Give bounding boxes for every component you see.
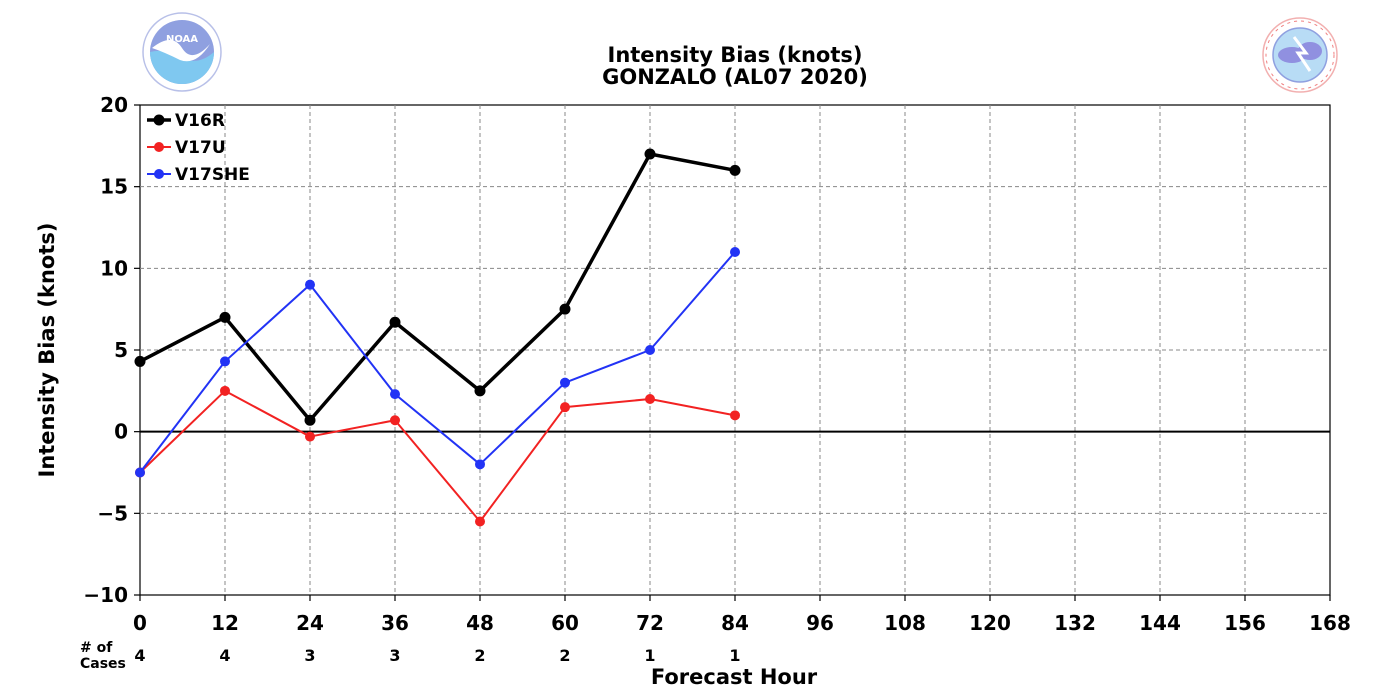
cases-label-line1: # of [80,640,113,656]
data-point [475,459,485,470]
legend-swatch-marker [154,169,164,179]
chart-subtitle: GONZALO (AL07 2020) [602,65,868,89]
x-tick-label: 36 [381,611,409,635]
series-line [139,152,736,422]
x-tick-label: 24 [296,611,324,635]
y-axis-label: Intensity Bias (knots) [35,223,59,478]
data-point [135,467,145,478]
data-point [645,394,655,404]
case-count: 1 [729,646,740,665]
data-point [219,311,231,323]
series-line [139,389,736,523]
y-tick-label: 5 [114,338,128,362]
data-point [730,247,740,257]
x-axis-ticks: 0 12 24 36 48 60 72 84 96 108 120 132 144 156 168 [133,595,1351,635]
data-point [730,410,740,421]
legend-swatch-marker [153,114,165,126]
data-point [559,303,571,315]
series-line [139,251,736,474]
y-tick-label: −5 [97,501,128,525]
data-point [220,356,230,367]
y-tick-label: 20 [100,93,128,117]
data-point [644,148,656,160]
x-tick-label: 0 [133,611,147,635]
x-tick-label: 48 [466,611,494,635]
noaa-logo-icon: NOAA [142,12,222,92]
data-point [389,316,401,328]
legend: V16R V17U V17SHE [147,111,250,185]
data-point [390,389,400,400]
data-point [560,402,570,413]
x-tick-label: 84 [721,611,749,635]
y-tick-label: −10 [83,583,128,607]
y-axis-ticks: −10 −5 0 5 10 15 20 [83,93,140,607]
legend-label: V17U [175,138,226,158]
legend-item-v17u: V17U [147,138,226,158]
x-tick-label: 12 [211,611,239,635]
data-point [390,415,400,426]
case-count: 1 [644,646,655,665]
data-point [474,385,486,397]
x-tick-label: 144 [1139,611,1181,635]
nws-logo-icon [1262,17,1338,93]
grid-lines [140,105,1330,595]
series-v17she [135,247,740,478]
chart-title: Intensity Bias (knots) [608,43,863,67]
x-tick-label: 96 [806,611,834,635]
legend-label: V16R [175,111,225,131]
case-count: 2 [559,646,570,665]
series-layer [134,148,741,527]
x-tick-label: 72 [636,611,664,635]
case-count: 3 [304,646,315,665]
x-tick-label: 60 [551,611,579,635]
data-point [134,355,146,367]
case-count: 3 [389,646,400,665]
legend-swatch-marker [154,142,164,152]
y-tick-label: 0 [114,420,128,444]
x-tick-label: 132 [1054,611,1096,635]
cases-row: 4 4 3 3 2 2 1 1 [134,646,740,665]
noaa-logo-text: NOAA [166,34,198,45]
x-tick-label: 108 [884,611,926,635]
legend-item-v16r: V16R [147,111,225,131]
data-point [475,516,485,527]
x-axis-label: Forecast Hour [651,665,818,689]
data-point [220,385,230,396]
y-tick-label: 10 [100,256,128,280]
data-point [729,164,741,176]
data-point [305,431,315,442]
legend-label: V17SHE [175,165,250,185]
legend-item-v17she: V17SHE [147,165,250,185]
case-count: 4 [219,646,230,665]
data-point [305,279,315,290]
x-tick-label: 156 [1224,611,1266,635]
case-count: 4 [134,646,145,665]
y-tick-label: 15 [100,175,128,199]
x-tick-label: 168 [1309,611,1351,635]
case-count: 2 [474,646,485,665]
cases-label-line2: Cases [80,656,126,672]
x-tick-label: 120 [969,611,1011,635]
series-v16r [134,148,741,426]
data-point [645,345,655,355]
data-point [560,377,570,388]
data-point [304,414,316,426]
